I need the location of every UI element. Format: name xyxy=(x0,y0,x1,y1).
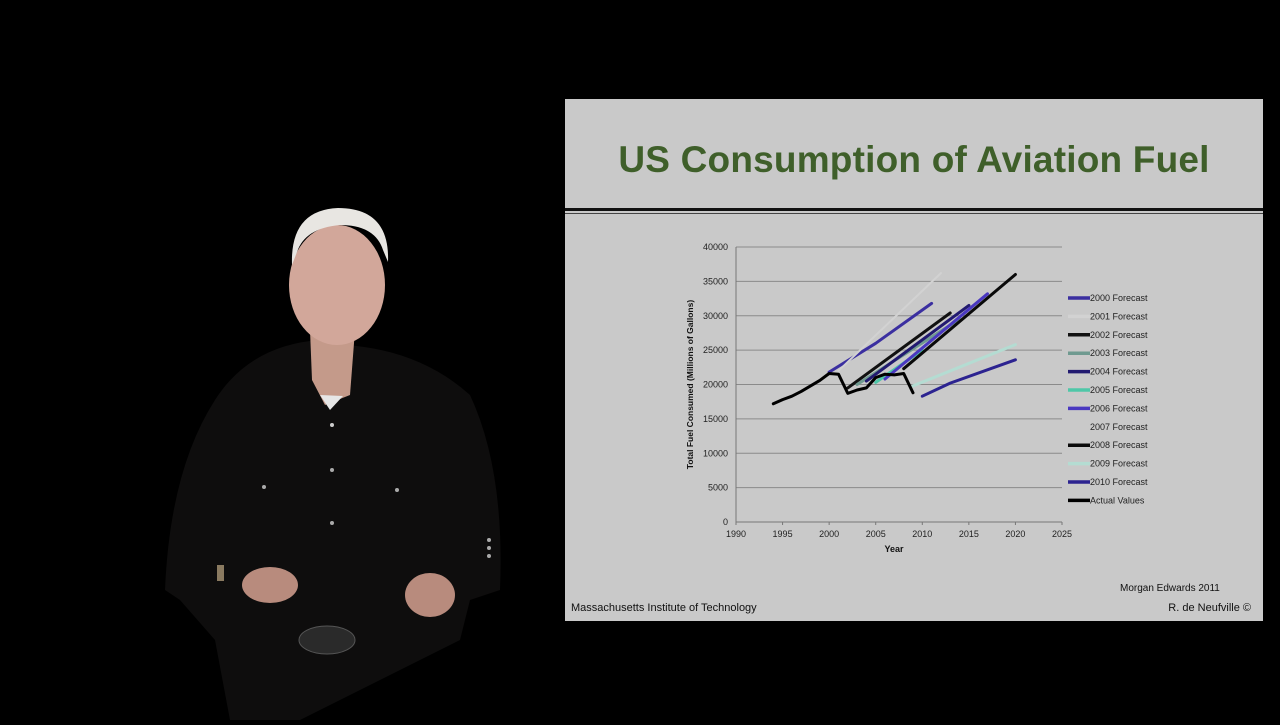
y-axis-label: Total Fuel Consumed (Millions of Gallons… xyxy=(685,300,695,470)
series-line xyxy=(911,343,1017,388)
series-line xyxy=(771,372,915,406)
presenter-video xyxy=(0,0,560,720)
chart-credit: Morgan Edwards 2011 xyxy=(1120,583,1220,594)
y-tick-label: 30000 xyxy=(703,311,728,321)
y-tick-label: 40000 xyxy=(703,242,728,252)
series-line xyxy=(920,358,1017,398)
x-tick-label: 2025 xyxy=(1052,529,1072,539)
y-tick-label: 25000 xyxy=(703,345,728,355)
x-tick-label: 2010 xyxy=(912,529,932,539)
legend-label: 2003 Forecast xyxy=(1090,348,1148,358)
y-tick-label: 15000 xyxy=(703,414,728,424)
title-rule-thick xyxy=(565,208,1263,211)
legend-label: 2001 Forecast xyxy=(1090,311,1148,321)
legend-label: 2010 Forecast xyxy=(1090,477,1148,487)
series-line xyxy=(902,273,1017,371)
legend-label: 2005 Forecast xyxy=(1090,385,1148,395)
x-axis-label: Year xyxy=(884,544,904,554)
series-line xyxy=(846,311,952,390)
legend-label: 2004 Forecast xyxy=(1090,367,1148,377)
slide: US Consumption of Aviation Fuel 0 5000 100… xyxy=(565,99,1263,621)
x-tick-label: 2005 xyxy=(866,529,886,539)
title-rule-thin xyxy=(565,213,1263,214)
x-tick-label: 2000 xyxy=(819,529,839,539)
legend-label: 2006 Forecast xyxy=(1090,403,1148,413)
x-tick-label: 2020 xyxy=(1005,529,1025,539)
presenter-figure xyxy=(165,208,501,720)
legend-label: 2007 Forecast xyxy=(1090,422,1148,432)
x-tick-label: 1990 xyxy=(726,529,746,539)
y-tick-label: 5000 xyxy=(708,483,728,493)
series-line xyxy=(864,303,971,383)
series-line xyxy=(883,292,989,381)
y-tick-label: 20000 xyxy=(703,380,728,390)
y-tick-label: 0 xyxy=(723,517,728,527)
series-line xyxy=(837,272,942,372)
x-tick-label: 2015 xyxy=(959,529,979,539)
x-tick-label: 1995 xyxy=(773,529,793,539)
footer-institution: Massachusetts Institute of Technology xyxy=(571,602,757,614)
slide-title: US Consumption of Aviation Fuel xyxy=(618,139,1210,180)
legend-label: 2002 Forecast xyxy=(1090,330,1148,340)
legend-label: 2009 Forecast xyxy=(1090,459,1148,469)
legend-label: 2000 Forecast xyxy=(1090,293,1148,303)
series-line xyxy=(827,301,934,374)
footer-copyright: R. de Neufville © xyxy=(1168,602,1251,614)
legend-label: 2008 Forecast xyxy=(1090,440,1148,450)
y-tick-label: 35000 xyxy=(703,276,728,286)
y-tick-label: 10000 xyxy=(703,448,728,458)
legend-label: Actual Values xyxy=(1090,495,1145,505)
fuel-consumption-chart: 0 5000 10000 15000 20000 25000 30000 35000 40000… xyxy=(685,242,1148,554)
